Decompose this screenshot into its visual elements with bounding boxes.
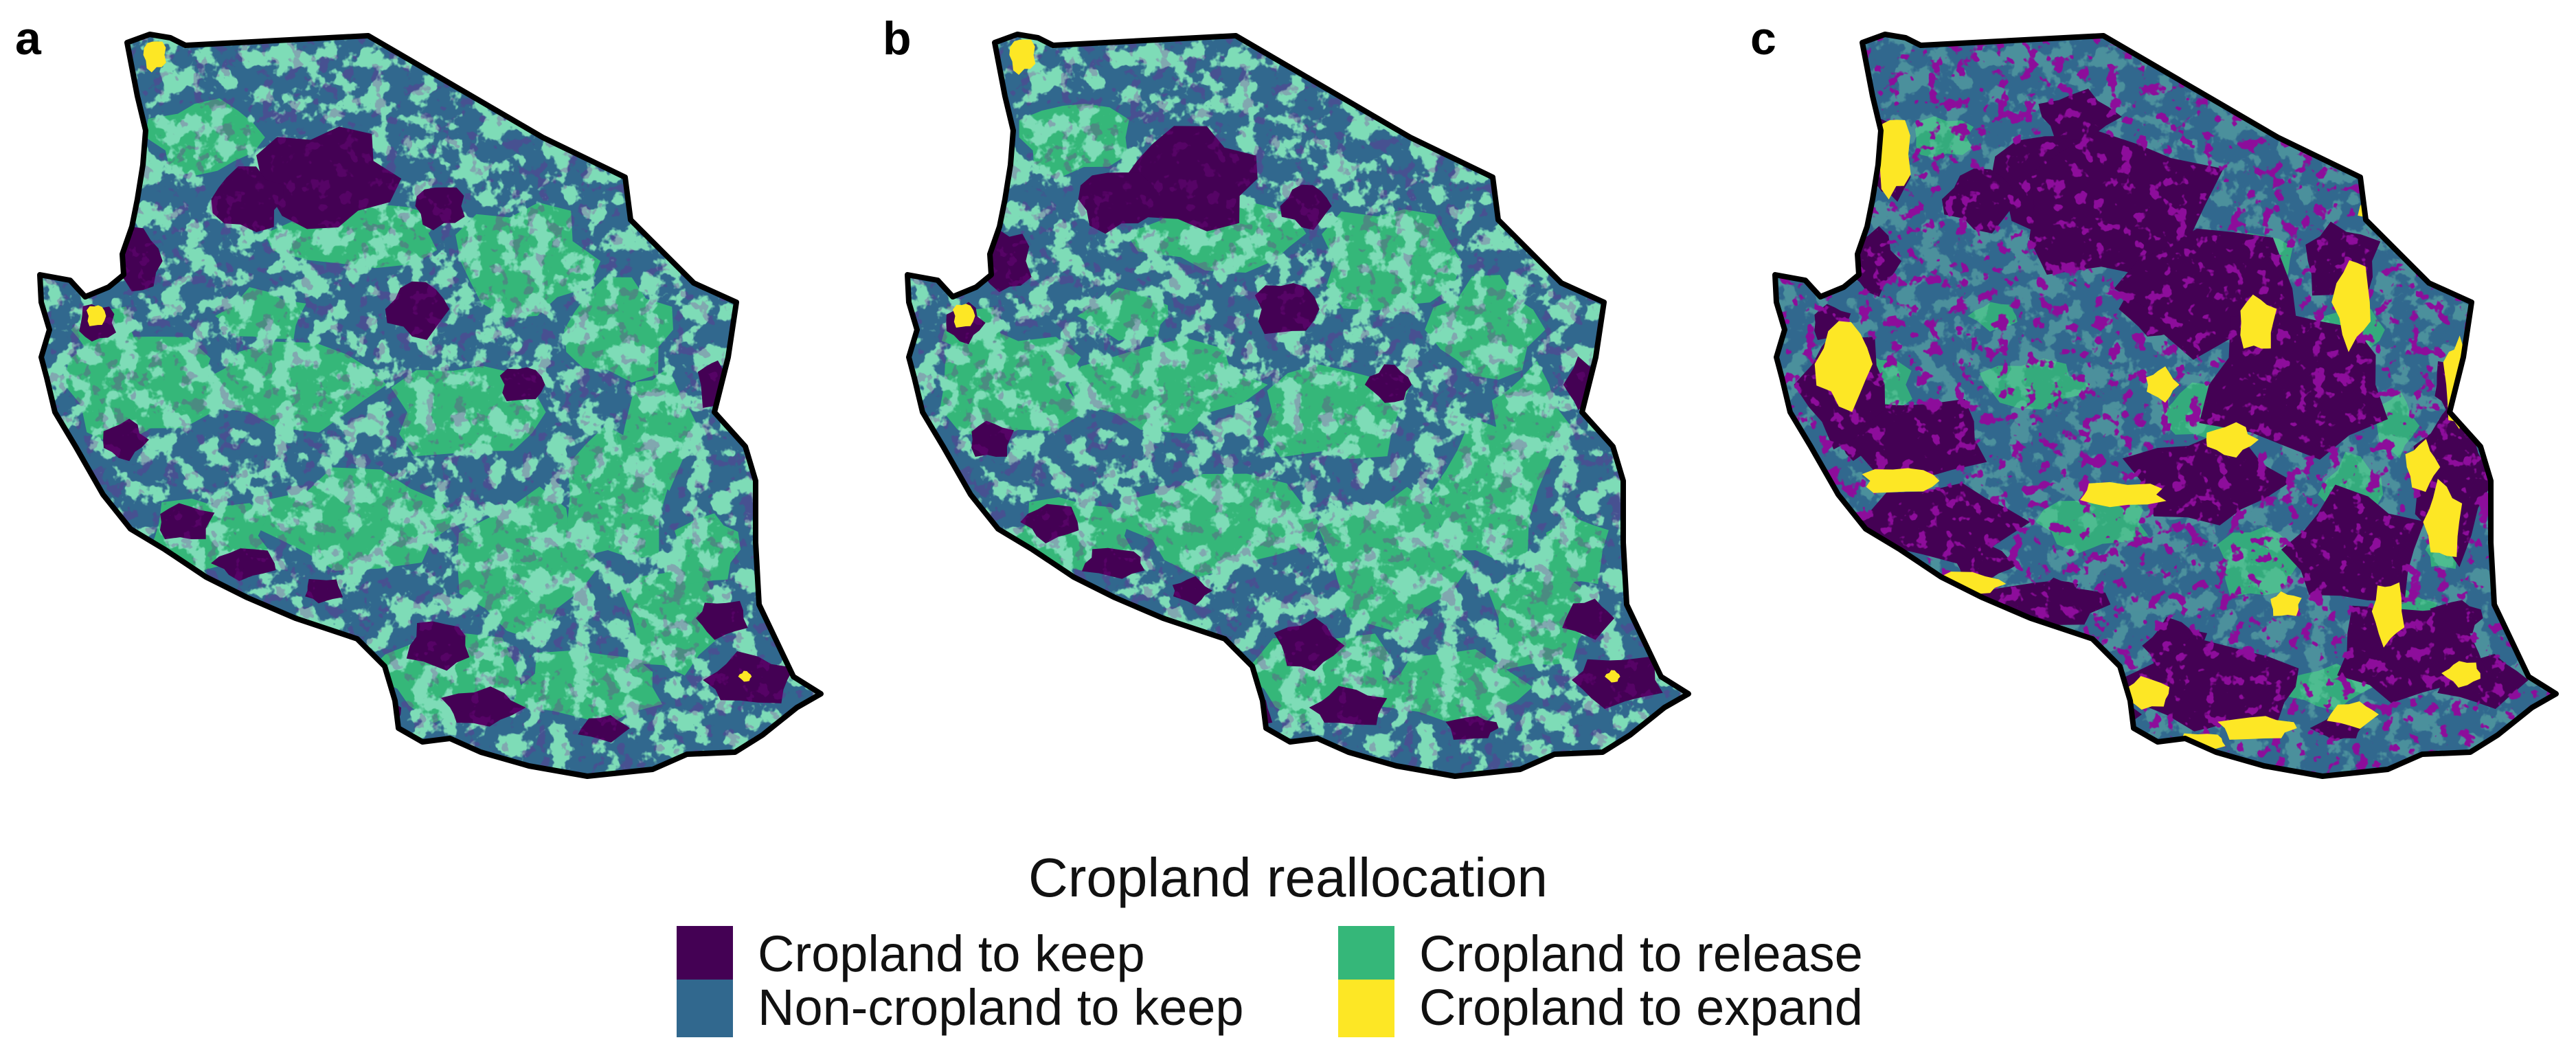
cropland-expand-zone — [2206, 422, 2259, 458]
cropland-expand-zone — [2080, 482, 2167, 508]
cropland-expand-zone — [2441, 661, 2481, 688]
cropland-expand-zone — [1009, 39, 1036, 75]
legend-swatch — [1338, 926, 1394, 984]
legend-label: Non-cropland to keep — [758, 979, 1244, 1036]
cropland-expand-zone — [1862, 468, 1940, 493]
panel-label-c: c — [1750, 12, 1776, 65]
map-panel-c — [1772, 32, 2559, 779]
cropland-expand-zone — [2331, 260, 2371, 352]
cropland-expand-zone — [87, 305, 106, 326]
cropland-expand-zone — [2217, 716, 2297, 740]
panel-label-a: a — [15, 12, 41, 65]
maps-figure — [37, 32, 2559, 779]
legend-swatch — [677, 926, 733, 984]
legend-swatch — [1338, 980, 1394, 1037]
cropland-expand-zone — [2371, 582, 2405, 648]
country-outline — [905, 32, 1691, 779]
country-outline — [37, 32, 824, 779]
cropland-expand-zone — [953, 304, 975, 328]
map-panel-b — [905, 32, 1691, 779]
legend-label: Cropland to release — [1419, 925, 1863, 982]
legend: Cropland reallocation Cropland to keep N… — [0, 847, 2576, 1037]
keep-texture — [40, 34, 821, 776]
map-fill — [907, 34, 1688, 776]
map-panel-a — [37, 32, 824, 779]
cropland-expand-zone — [1605, 670, 1620, 683]
cropland-expand-zone — [143, 41, 166, 73]
map-fill — [40, 34, 821, 776]
cropland-expand-zone — [2405, 439, 2441, 493]
cropland-expand-zone — [2041, 651, 2092, 669]
cropland-expand-zone — [2146, 366, 2180, 403]
country-outline — [1772, 32, 2559, 779]
panel-label-b: b — [883, 12, 912, 65]
legend-swatch — [677, 980, 733, 1037]
cropland-expand-zone — [2270, 591, 2302, 616]
legend-label: Cropland to keep — [758, 925, 1145, 982]
keep-texture — [907, 34, 1688, 776]
cropland-expand-zone — [1814, 321, 1873, 412]
legend-label: Cropland to expand — [1419, 979, 1863, 1036]
cropland-expand-zone — [2423, 479, 2463, 557]
cropland-expand-zone — [738, 670, 752, 682]
map-fill — [1775, 34, 2556, 776]
cropland-expand-zone — [2240, 294, 2277, 349]
cropland-expand-zone — [2327, 701, 2379, 729]
cropland-expand-zone — [1876, 120, 1911, 200]
legend-title: Cropland reallocation — [1028, 847, 1548, 908]
